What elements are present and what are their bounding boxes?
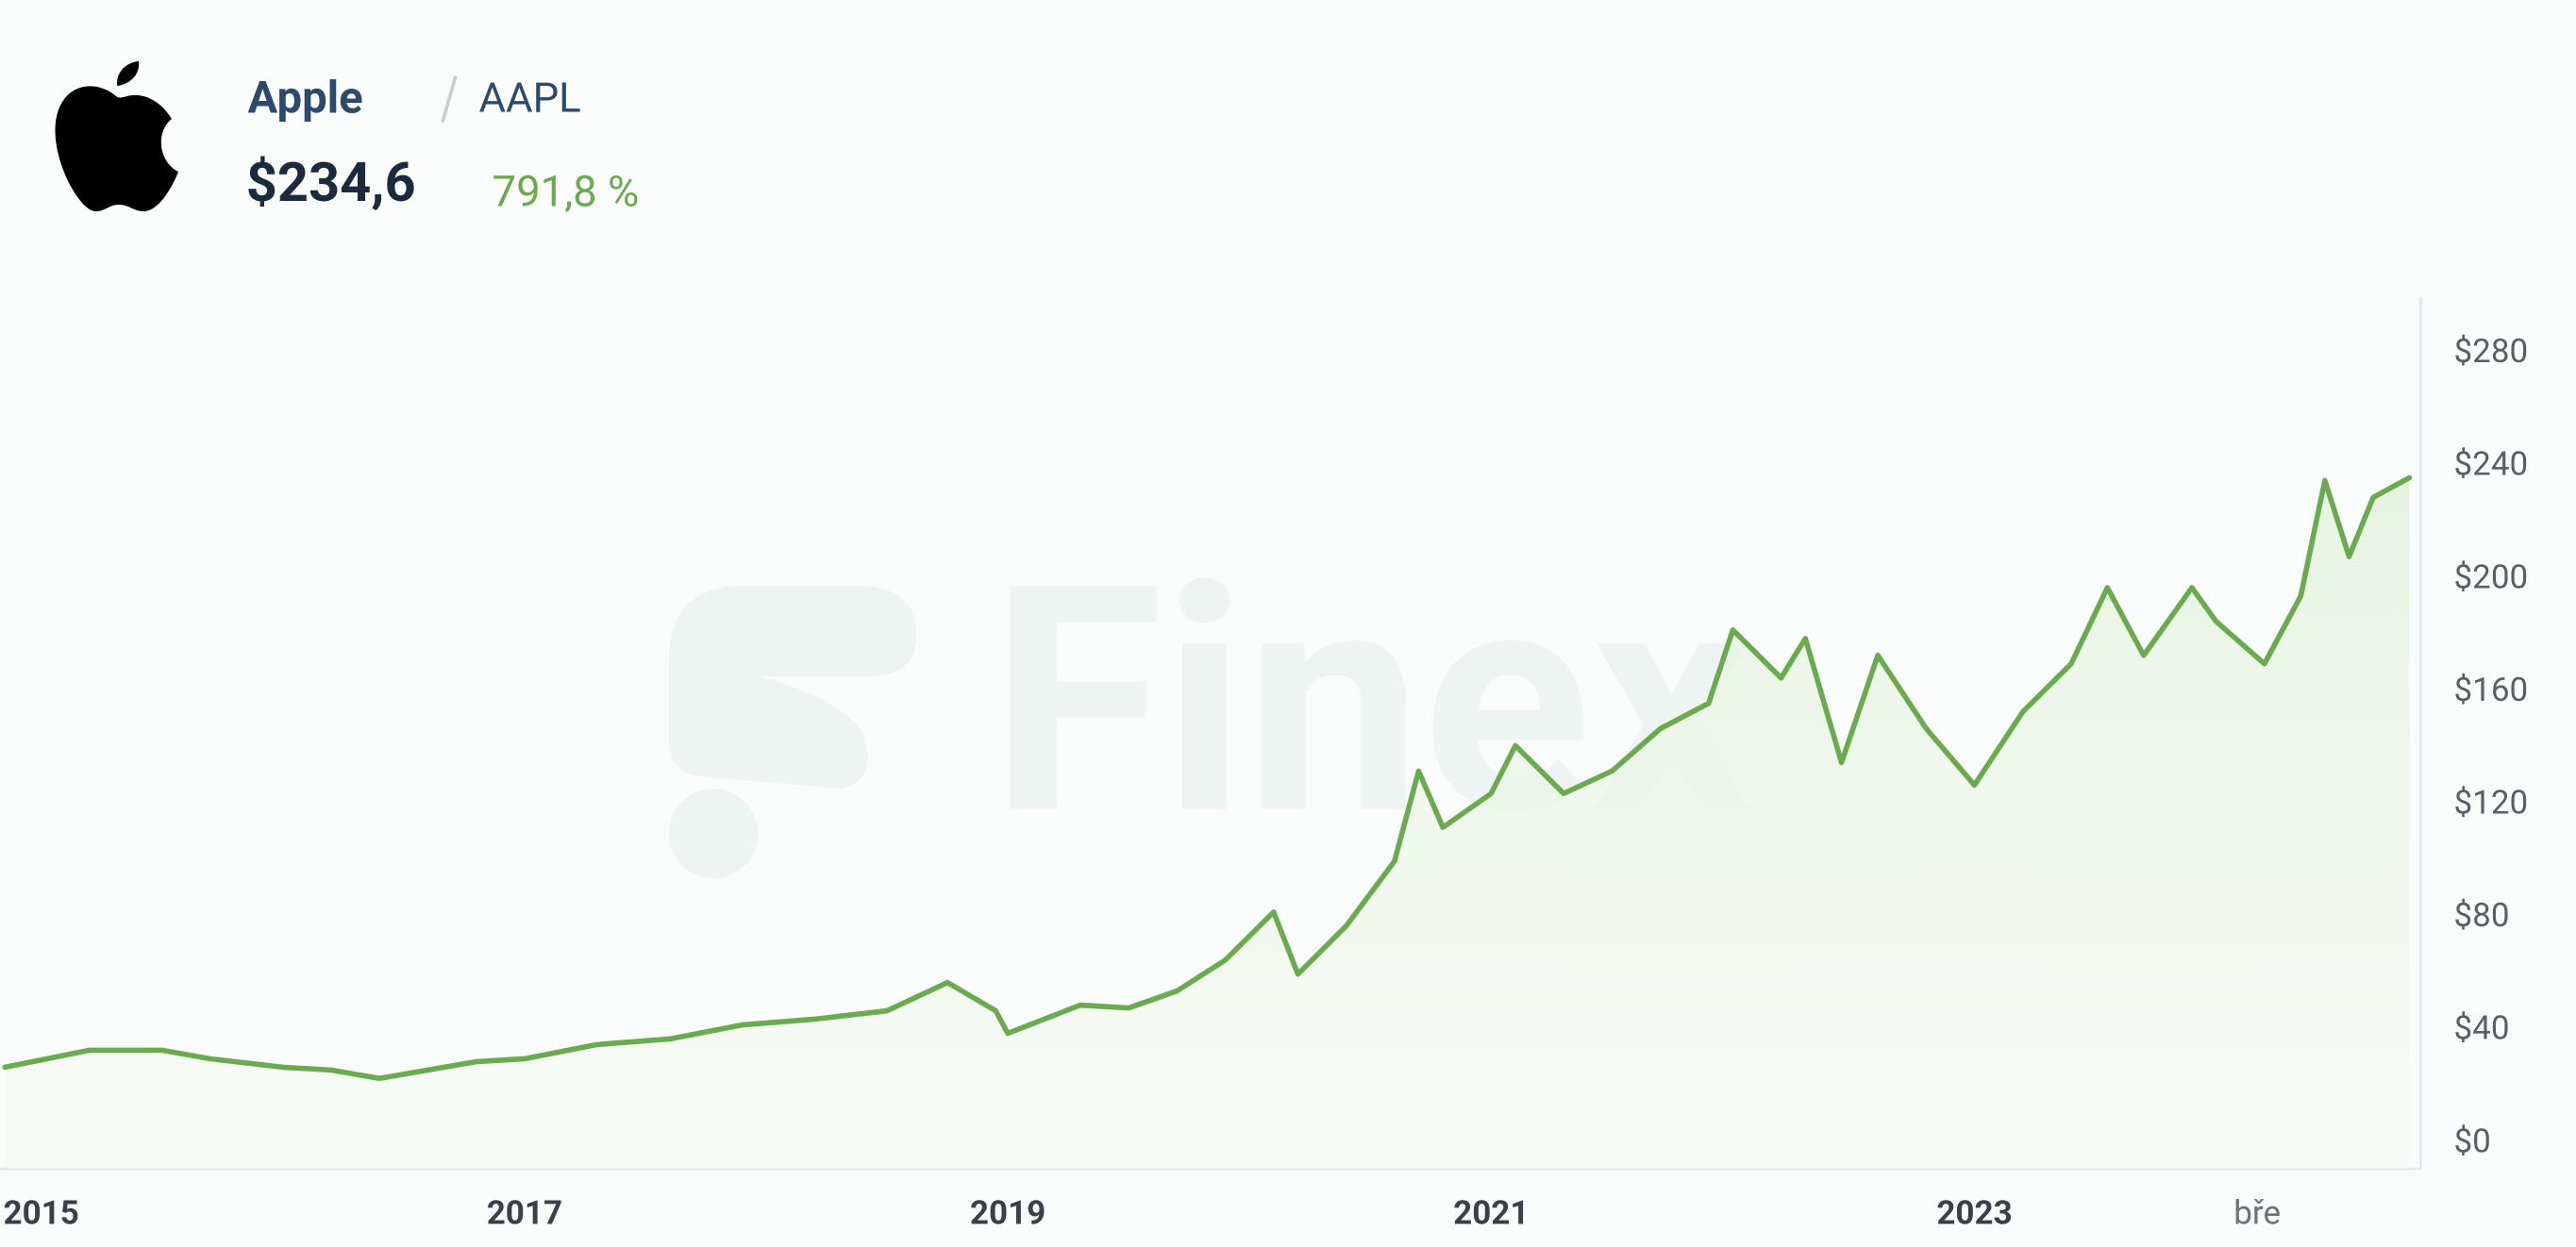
x-tick-label: 2023	[1936, 1193, 2012, 1232]
y-tick-label: $0	[2454, 1122, 2491, 1160]
watermark-logo	[668, 586, 917, 879]
price: $234,6	[246, 151, 416, 215]
y-tick-label: $200	[2454, 557, 2529, 596]
y-tick-label: $80	[2454, 896, 2510, 935]
ticker: AAPL	[479, 73, 581, 122]
y-tick-label: $280	[2454, 332, 2529, 371]
price-line	[2, 474, 2413, 1082]
company-logo	[55, 60, 178, 212]
change: 791,8 %	[493, 168, 640, 218]
x-tick-label: 2021	[1453, 1193, 1529, 1232]
x-tick-label: 2017	[487, 1193, 562, 1232]
y-tick-label: $160	[2454, 671, 2529, 709]
x-tick-label: 2019	[970, 1193, 1045, 1232]
x-tick-label: bře	[2233, 1193, 2281, 1232]
separator	[441, 75, 458, 124]
y-tick-label: $40	[2454, 1009, 2510, 1048]
x-tick-label: 2015	[4, 1193, 79, 1232]
y-tick-label: $120	[2454, 784, 2529, 823]
y-tick-label: $240	[2454, 445, 2529, 484]
company-name: Apple	[248, 71, 363, 124]
